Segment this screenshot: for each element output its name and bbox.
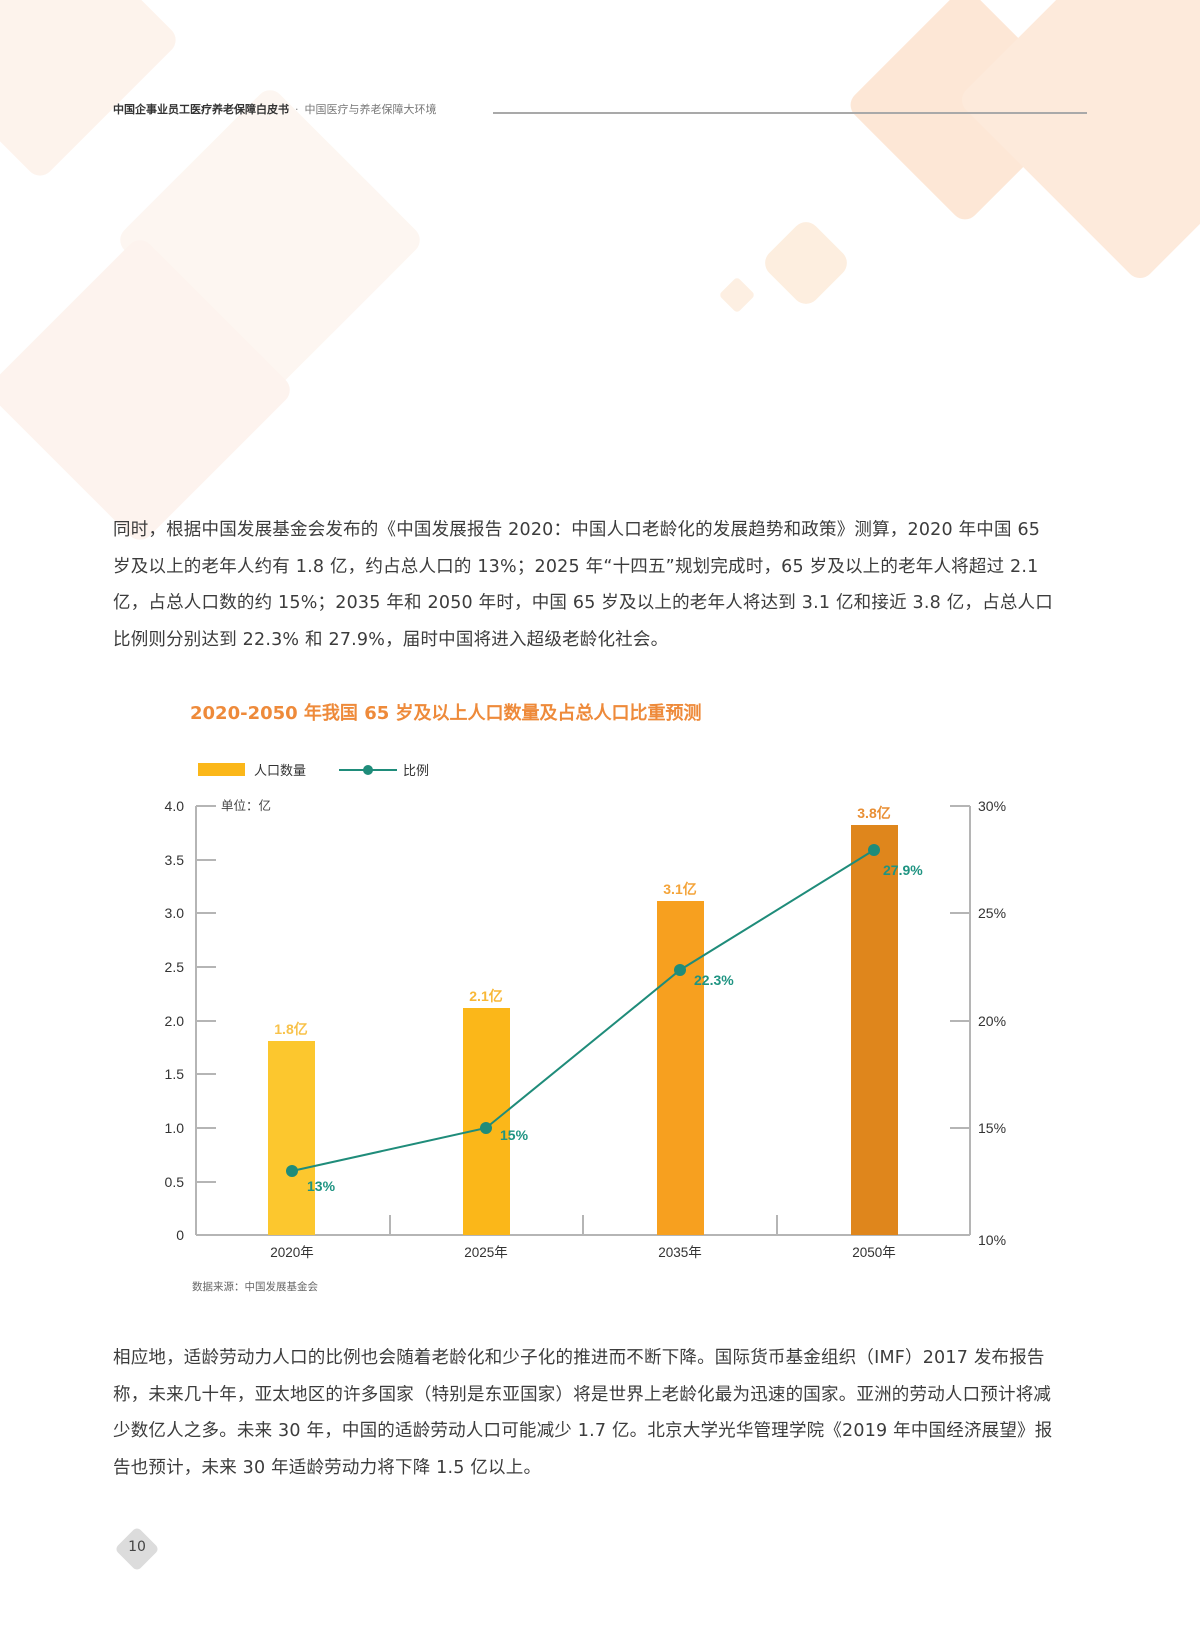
unit-label: 单位：亿 <box>221 798 271 813</box>
bar-2020 <box>268 1041 315 1235</box>
y-tick-label: 1.5 <box>165 1066 185 1082</box>
y-tick-label: 3.0 <box>165 905 185 921</box>
book-title: 中国企事业员工医疗养老保障白皮书 <box>113 103 289 116</box>
y2-tick-label: 25% <box>978 905 1006 921</box>
y-tick-label: 4.0 <box>165 798 185 814</box>
y-tick-label: 2.0 <box>165 1013 185 1029</box>
right-axis-labels: 30% 25% 20% 15% 10% <box>978 798 1006 1248</box>
y2-tick-label: 10% <box>978 1232 1006 1248</box>
legend-bar-swatch <box>198 763 245 776</box>
running-header: 中国企事业员工医疗养老保障白皮书 · 中国医疗与养老保障大环境 <box>113 101 437 117</box>
body-paragraph-1: 同时，根据中国发展基金会发布的《中国发展报告 2020：中国人口老龄化的发展趋势… <box>113 520 1053 650</box>
y-tick-label: 2.5 <box>165 959 185 975</box>
line-value-labels: 13% 15% 22.3% 27.9% <box>307 862 923 1194</box>
point-2035 <box>674 964 686 976</box>
left-axis <box>195 805 216 1235</box>
y-tick-label: 3.5 <box>165 852 185 868</box>
bar-label: 3.1亿 <box>663 881 696 897</box>
y-tick-label: 1.0 <box>165 1120 185 1136</box>
header-separator: · <box>295 103 299 116</box>
data-source: 数据来源：中国发展基金会 <box>192 1281 318 1293</box>
line-label: 13% <box>307 1178 336 1194</box>
x-tick-labels: 2020年 2025年 2035年 2050年 <box>270 1245 896 1260</box>
section-title: 中国医疗与养老保障大环境 <box>304 103 437 116</box>
bar-2050 <box>851 825 898 1235</box>
bar-2025 <box>463 1008 510 1235</box>
body-paragraph-2: 相应地，适龄劳动力人口的比例也会随着老龄化和少子化的推进而不断下降。国际货币基金… <box>113 1348 1053 1478</box>
point-2025 <box>480 1122 492 1134</box>
left-axis-labels: 4.0 3.5 3.0 2.5 2.0 1.5 1.0 0.5 0 <box>165 798 185 1243</box>
x-tick-label: 2020年 <box>270 1245 314 1260</box>
right-axis <box>950 805 971 1235</box>
page-number: 10 <box>128 1539 146 1555</box>
point-2020 <box>286 1165 298 1177</box>
legend-item-population: 人口数量 <box>198 760 306 779</box>
bar-label: 3.8亿 <box>857 805 890 821</box>
x-tick-label: 2035年 <box>658 1245 702 1260</box>
bar-label: 1.8亿 <box>274 1021 307 1037</box>
y2-tick-label: 15% <box>978 1120 1006 1136</box>
y-tick-label: 0.5 <box>165 1174 185 1190</box>
bar-series <box>268 825 898 1235</box>
line-label: 15% <box>500 1127 529 1143</box>
y-tick-label: 0 <box>176 1227 184 1243</box>
chart-title: 2020-2050 年我国 65 岁及以上人口数量及占总人口比重预测 <box>190 703 702 724</box>
x-tick-label: 2025年 <box>464 1245 508 1260</box>
legend-line-swatch <box>339 764 397 775</box>
y2-tick-label: 30% <box>978 798 1006 814</box>
bar-2035 <box>657 901 704 1235</box>
x-axis <box>196 1215 970 1236</box>
y2-tick-label: 20% <box>978 1013 1006 1029</box>
header-rule <box>493 112 1087 114</box>
legend-bar-label: 人口数量 <box>254 764 307 779</box>
legend-item-ratio: 比例 <box>339 760 429 779</box>
line-series <box>286 844 880 1177</box>
legend-line-label: 比例 <box>403 764 430 779</box>
line-label: 22.3% <box>694 972 734 988</box>
line-label: 27.9% <box>883 862 923 878</box>
x-tick-label: 2050年 <box>852 1245 896 1260</box>
point-2050 <box>868 844 880 856</box>
bar-value-labels: 1.8亿 2.1亿 3.1亿 3.8亿 <box>274 805 890 1037</box>
bar-label: 2.1亿 <box>469 988 502 1004</box>
